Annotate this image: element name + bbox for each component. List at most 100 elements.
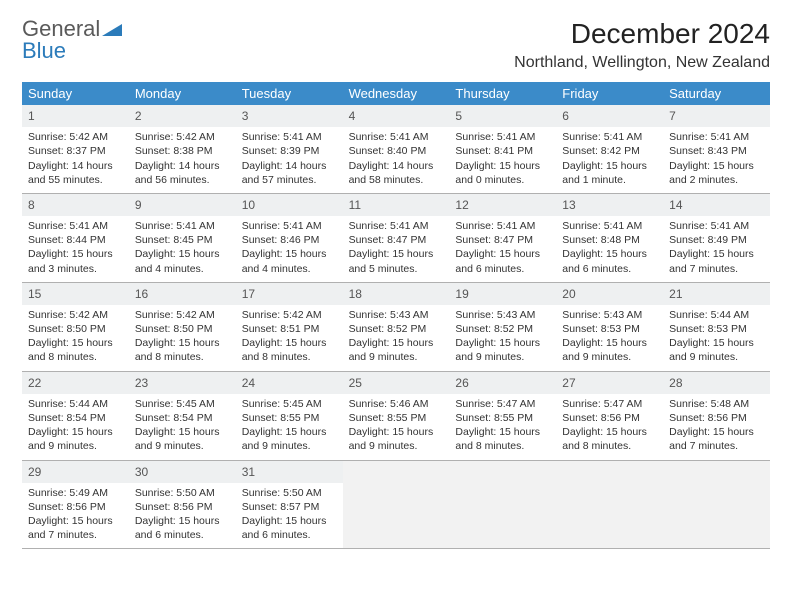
day-day2: and 9 minutes. [28, 439, 123, 453]
day-body: Sunrise: 5:41 AMSunset: 8:44 PMDaylight:… [22, 219, 129, 276]
day-cell: 8Sunrise: 5:41 AMSunset: 8:44 PMDaylight… [22, 194, 129, 283]
day-number: 15 [22, 283, 129, 305]
day-sunset: Sunset: 8:55 PM [242, 411, 337, 425]
day-body: Sunrise: 5:43 AMSunset: 8:53 PMDaylight:… [556, 308, 663, 365]
day-body: Sunrise: 5:41 AMSunset: 8:47 PMDaylight:… [449, 219, 556, 276]
day-cell: 20Sunrise: 5:43 AMSunset: 8:53 PMDayligh… [556, 283, 663, 372]
day-body: Sunrise: 5:41 AMSunset: 8:45 PMDaylight:… [129, 219, 236, 276]
day-sunrise: Sunrise: 5:46 AM [349, 397, 444, 411]
day-sunrise: Sunrise: 5:42 AM [242, 308, 337, 322]
day-sunrise: Sunrise: 5:41 AM [242, 219, 337, 233]
day-day2: and 7 minutes. [28, 528, 123, 542]
day-day1: Daylight: 15 hours [242, 247, 337, 261]
day-day1: Daylight: 15 hours [242, 336, 337, 350]
day-sunset: Sunset: 8:55 PM [455, 411, 550, 425]
day-number: 29 [22, 461, 129, 483]
day-number: 30 [129, 461, 236, 483]
day-day2: and 8 minutes. [562, 439, 657, 453]
day-day2: and 9 minutes. [349, 439, 444, 453]
day-sunrise: Sunrise: 5:50 AM [242, 486, 337, 500]
day-day1: Daylight: 15 hours [455, 159, 550, 173]
day-number: 3 [236, 105, 343, 127]
day-number: 1 [22, 105, 129, 127]
day-sunset: Sunset: 8:47 PM [455, 233, 550, 247]
day-day2: and 9 minutes. [455, 350, 550, 364]
day-number: 10 [236, 194, 343, 216]
weekday-monday: Monday [129, 82, 236, 105]
weekday-friday: Friday [556, 82, 663, 105]
day-body: Sunrise: 5:42 AMSunset: 8:38 PMDaylight:… [129, 130, 236, 187]
day-cell: 5Sunrise: 5:41 AMSunset: 8:41 PMDaylight… [449, 105, 556, 194]
empty-cell [663, 461, 770, 550]
day-day2: and 56 minutes. [135, 173, 230, 187]
day-day2: and 8 minutes. [28, 350, 123, 364]
day-day2: and 0 minutes. [455, 173, 550, 187]
day-sunset: Sunset: 8:48 PM [562, 233, 657, 247]
day-day2: and 4 minutes. [135, 262, 230, 276]
day-cell: 24Sunrise: 5:45 AMSunset: 8:55 PMDayligh… [236, 372, 343, 461]
day-sunset: Sunset: 8:42 PM [562, 144, 657, 158]
day-cell: 27Sunrise: 5:47 AMSunset: 8:56 PMDayligh… [556, 372, 663, 461]
day-day1: Daylight: 15 hours [28, 425, 123, 439]
day-body: Sunrise: 5:44 AMSunset: 8:53 PMDaylight:… [663, 308, 770, 365]
day-cell: 7Sunrise: 5:41 AMSunset: 8:43 PMDaylight… [663, 105, 770, 194]
day-sunset: Sunset: 8:56 PM [669, 411, 764, 425]
day-day1: Daylight: 15 hours [135, 336, 230, 350]
day-number: 25 [343, 372, 450, 394]
day-day2: and 9 minutes. [669, 350, 764, 364]
day-day2: and 9 minutes. [242, 439, 337, 453]
day-cell: 10Sunrise: 5:41 AMSunset: 8:46 PMDayligh… [236, 194, 343, 283]
day-number: 6 [556, 105, 663, 127]
day-cell: 21Sunrise: 5:44 AMSunset: 8:53 PMDayligh… [663, 283, 770, 372]
empty-cell [449, 461, 556, 550]
day-cell: 15Sunrise: 5:42 AMSunset: 8:50 PMDayligh… [22, 283, 129, 372]
day-day2: and 6 minutes. [455, 262, 550, 276]
day-day1: Daylight: 15 hours [669, 159, 764, 173]
day-sunset: Sunset: 8:52 PM [455, 322, 550, 336]
day-day1: Daylight: 14 hours [28, 159, 123, 173]
empty-cell [343, 461, 450, 550]
location: Northland, Wellington, New Zealand [514, 54, 770, 72]
day-number: 26 [449, 372, 556, 394]
weekday-sunday: Sunday [22, 82, 129, 105]
weekday-tuesday: Tuesday [236, 82, 343, 105]
day-sunset: Sunset: 8:52 PM [349, 322, 444, 336]
day-number: 4 [343, 105, 450, 127]
day-day1: Daylight: 14 hours [242, 159, 337, 173]
day-sunrise: Sunrise: 5:41 AM [669, 219, 764, 233]
day-body: Sunrise: 5:42 AMSunset: 8:51 PMDaylight:… [236, 308, 343, 365]
day-day1: Daylight: 15 hours [349, 336, 444, 350]
logo-line2: Blue [22, 38, 66, 63]
day-cell: 13Sunrise: 5:41 AMSunset: 8:48 PMDayligh… [556, 194, 663, 283]
day-day1: Daylight: 15 hours [562, 247, 657, 261]
day-sunset: Sunset: 8:39 PM [242, 144, 337, 158]
day-body: Sunrise: 5:50 AMSunset: 8:56 PMDaylight:… [129, 486, 236, 543]
day-sunrise: Sunrise: 5:41 AM [562, 130, 657, 144]
day-sunset: Sunset: 8:56 PM [135, 500, 230, 514]
weekday-saturday: Saturday [663, 82, 770, 105]
title-block: December 2024 Northland, Wellington, New… [514, 18, 770, 72]
day-cell: 14Sunrise: 5:41 AMSunset: 8:49 PMDayligh… [663, 194, 770, 283]
day-day1: Daylight: 15 hours [455, 425, 550, 439]
day-number: 12 [449, 194, 556, 216]
day-sunrise: Sunrise: 5:43 AM [455, 308, 550, 322]
day-number: 18 [343, 283, 450, 305]
day-day2: and 3 minutes. [28, 262, 123, 276]
day-day2: and 4 minutes. [242, 262, 337, 276]
day-day2: and 7 minutes. [669, 262, 764, 276]
day-day1: Daylight: 15 hours [135, 425, 230, 439]
day-cell: 25Sunrise: 5:46 AMSunset: 8:55 PMDayligh… [343, 372, 450, 461]
day-sunset: Sunset: 8:53 PM [562, 322, 657, 336]
logo-triangle-icon [102, 18, 122, 40]
day-body: Sunrise: 5:41 AMSunset: 8:42 PMDaylight:… [556, 130, 663, 187]
day-cell: 2Sunrise: 5:42 AMSunset: 8:38 PMDaylight… [129, 105, 236, 194]
day-sunrise: Sunrise: 5:41 AM [349, 130, 444, 144]
day-day2: and 57 minutes. [242, 173, 337, 187]
day-cell: 31Sunrise: 5:50 AMSunset: 8:57 PMDayligh… [236, 461, 343, 550]
day-sunrise: Sunrise: 5:47 AM [455, 397, 550, 411]
day-sunrise: Sunrise: 5:41 AM [669, 130, 764, 144]
day-cell: 11Sunrise: 5:41 AMSunset: 8:47 PMDayligh… [343, 194, 450, 283]
day-day1: Daylight: 15 hours [349, 425, 444, 439]
day-body: Sunrise: 5:41 AMSunset: 8:48 PMDaylight:… [556, 219, 663, 276]
day-day2: and 55 minutes. [28, 173, 123, 187]
